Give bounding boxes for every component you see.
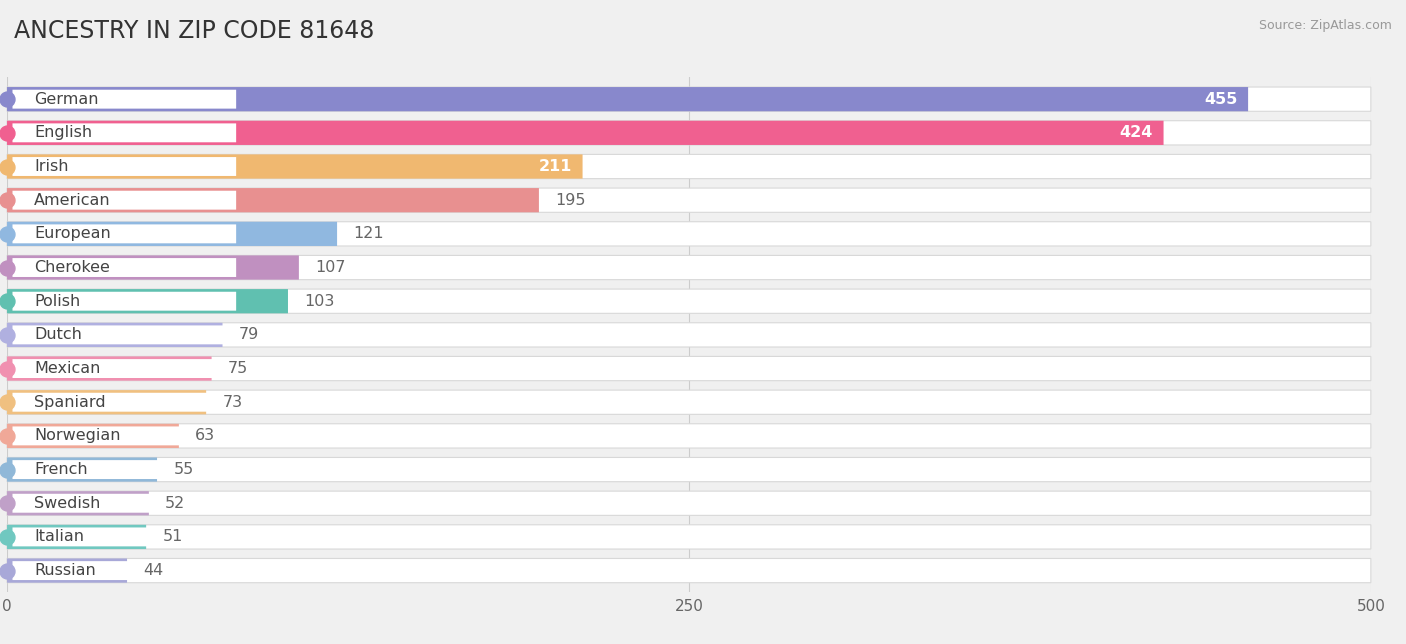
FancyBboxPatch shape bbox=[13, 258, 236, 277]
FancyBboxPatch shape bbox=[7, 256, 1371, 279]
FancyBboxPatch shape bbox=[13, 460, 236, 479]
FancyBboxPatch shape bbox=[7, 558, 127, 583]
FancyBboxPatch shape bbox=[13, 359, 236, 378]
FancyBboxPatch shape bbox=[7, 87, 1371, 111]
FancyBboxPatch shape bbox=[7, 356, 1371, 381]
FancyBboxPatch shape bbox=[7, 323, 222, 347]
Point bbox=[0, 431, 18, 441]
FancyBboxPatch shape bbox=[7, 222, 337, 246]
Text: Italian: Italian bbox=[34, 529, 84, 544]
FancyBboxPatch shape bbox=[13, 90, 236, 109]
Text: 73: 73 bbox=[222, 395, 243, 410]
Point bbox=[0, 397, 18, 408]
FancyBboxPatch shape bbox=[7, 256, 299, 279]
Text: Polish: Polish bbox=[34, 294, 80, 308]
FancyBboxPatch shape bbox=[7, 457, 157, 482]
Text: 103: 103 bbox=[304, 294, 335, 308]
Text: European: European bbox=[34, 226, 111, 242]
FancyBboxPatch shape bbox=[7, 155, 1371, 178]
Text: Spaniard: Spaniard bbox=[34, 395, 105, 410]
FancyBboxPatch shape bbox=[13, 561, 236, 580]
Text: English: English bbox=[34, 126, 93, 140]
FancyBboxPatch shape bbox=[13, 224, 236, 243]
FancyBboxPatch shape bbox=[13, 325, 236, 345]
Point bbox=[0, 498, 18, 508]
Text: Cherokee: Cherokee bbox=[34, 260, 110, 275]
Point bbox=[0, 330, 18, 340]
FancyBboxPatch shape bbox=[7, 525, 146, 549]
Text: Source: ZipAtlas.com: Source: ZipAtlas.com bbox=[1258, 19, 1392, 32]
FancyBboxPatch shape bbox=[13, 191, 236, 210]
FancyBboxPatch shape bbox=[7, 188, 1371, 213]
Point bbox=[0, 532, 18, 542]
Text: Russian: Russian bbox=[34, 563, 96, 578]
Text: 51: 51 bbox=[163, 529, 183, 544]
FancyBboxPatch shape bbox=[7, 424, 1371, 448]
FancyBboxPatch shape bbox=[7, 289, 1371, 314]
Text: 424: 424 bbox=[1119, 126, 1153, 140]
Point bbox=[0, 363, 18, 374]
Text: Dutch: Dutch bbox=[34, 327, 82, 343]
Point bbox=[0, 94, 18, 104]
Text: 455: 455 bbox=[1204, 91, 1237, 107]
FancyBboxPatch shape bbox=[7, 457, 1371, 482]
Text: 195: 195 bbox=[555, 193, 586, 207]
Text: Swedish: Swedish bbox=[34, 496, 101, 511]
FancyBboxPatch shape bbox=[7, 222, 1371, 246]
Point bbox=[0, 565, 18, 576]
Text: 75: 75 bbox=[228, 361, 249, 376]
Text: Norwegian: Norwegian bbox=[34, 428, 121, 444]
FancyBboxPatch shape bbox=[7, 188, 538, 213]
FancyBboxPatch shape bbox=[7, 390, 207, 414]
FancyBboxPatch shape bbox=[7, 424, 179, 448]
Text: 52: 52 bbox=[166, 496, 186, 511]
Text: Irish: Irish bbox=[34, 159, 69, 174]
FancyBboxPatch shape bbox=[13, 124, 236, 142]
Text: 121: 121 bbox=[353, 226, 384, 242]
Text: 44: 44 bbox=[143, 563, 163, 578]
FancyBboxPatch shape bbox=[7, 120, 1371, 145]
Point bbox=[0, 464, 18, 475]
FancyBboxPatch shape bbox=[7, 155, 582, 178]
FancyBboxPatch shape bbox=[13, 157, 236, 176]
Point bbox=[0, 262, 18, 272]
FancyBboxPatch shape bbox=[7, 120, 1164, 145]
Text: French: French bbox=[34, 462, 89, 477]
FancyBboxPatch shape bbox=[13, 292, 236, 310]
Text: 63: 63 bbox=[195, 428, 215, 444]
FancyBboxPatch shape bbox=[13, 393, 236, 412]
Text: American: American bbox=[34, 193, 111, 207]
FancyBboxPatch shape bbox=[7, 87, 1249, 111]
FancyBboxPatch shape bbox=[7, 289, 288, 314]
Text: 211: 211 bbox=[538, 159, 572, 174]
FancyBboxPatch shape bbox=[7, 323, 1371, 347]
FancyBboxPatch shape bbox=[7, 525, 1371, 549]
Text: 55: 55 bbox=[173, 462, 194, 477]
FancyBboxPatch shape bbox=[13, 527, 236, 546]
Text: German: German bbox=[34, 91, 98, 107]
Text: 107: 107 bbox=[315, 260, 346, 275]
FancyBboxPatch shape bbox=[7, 491, 1371, 515]
Text: Mexican: Mexican bbox=[34, 361, 101, 376]
Point bbox=[0, 162, 18, 172]
Point bbox=[0, 296, 18, 307]
FancyBboxPatch shape bbox=[13, 426, 236, 446]
FancyBboxPatch shape bbox=[7, 558, 1371, 583]
Text: ANCESTRY IN ZIP CODE 81648: ANCESTRY IN ZIP CODE 81648 bbox=[14, 19, 374, 43]
Point bbox=[0, 128, 18, 138]
FancyBboxPatch shape bbox=[7, 390, 1371, 414]
FancyBboxPatch shape bbox=[7, 491, 149, 515]
FancyBboxPatch shape bbox=[13, 494, 236, 513]
Point bbox=[0, 229, 18, 239]
Point bbox=[0, 195, 18, 205]
FancyBboxPatch shape bbox=[7, 356, 212, 381]
Text: 79: 79 bbox=[239, 327, 259, 343]
